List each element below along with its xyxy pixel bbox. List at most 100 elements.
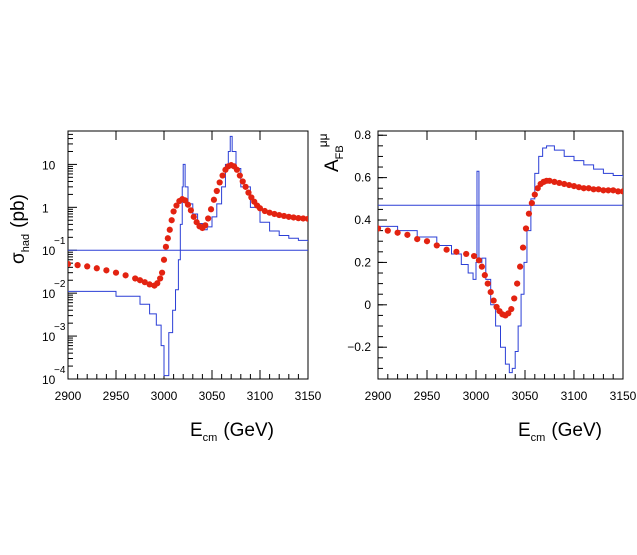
- x-tick-label: 3150: [295, 389, 322, 403]
- data-point: [280, 212, 288, 220]
- x-axis-label-main: E: [190, 420, 203, 441]
- data-point: [600, 187, 607, 194]
- data-point: [74, 262, 81, 269]
- data-point: [519, 244, 527, 251]
- data-point: [590, 186, 597, 193]
- data-point: [546, 177, 553, 184]
- data-point: [146, 281, 153, 288]
- data-point: [551, 178, 558, 185]
- data-point: [525, 210, 533, 217]
- data-point: [285, 213, 292, 220]
- histogram-series: [68, 135, 308, 377]
- data-point: [605, 187, 612, 194]
- data-point: [470, 252, 478, 260]
- data-point: [242, 183, 249, 190]
- data-point: [112, 269, 120, 276]
- data-point: [514, 280, 521, 287]
- y-tick-label: 0: [364, 298, 371, 312]
- x-axis-label-unit: (GeV): [223, 420, 274, 441]
- histogram-series: [378, 145, 623, 374]
- data-point: [463, 250, 470, 258]
- x-axis-label-unit: (GeV): [551, 420, 602, 441]
- data-point: [210, 196, 218, 203]
- data-point: [378, 225, 382, 232]
- x-axis-label: Ecm (GeV): [190, 420, 274, 444]
- data-point: [484, 280, 491, 287]
- data-point: [168, 217, 175, 224]
- y-tick-label: 10: [42, 287, 56, 301]
- data-point: [556, 179, 563, 187]
- x-axis-label-sub: cm: [531, 432, 546, 444]
- data-point: [423, 238, 431, 245]
- data-point: [394, 229, 401, 236]
- data-point: [481, 272, 488, 279]
- y-tick-label: 0.2: [354, 255, 371, 269]
- data-point: [566, 181, 573, 189]
- data-point: [239, 178, 246, 185]
- data-point: [122, 272, 129, 279]
- x-tick-label: 2900: [365, 389, 392, 403]
- data-point: [132, 275, 139, 282]
- data-point: [93, 265, 100, 272]
- y-axis-label-sub: FB: [334, 145, 346, 159]
- data-point: [245, 189, 252, 196]
- data-point: [187, 207, 194, 214]
- data-point: [453, 248, 460, 255]
- y-tick-label: −0.2: [347, 340, 371, 354]
- data-point: [487, 288, 494, 296]
- x-tick-label: 3100: [561, 389, 588, 403]
- data-point: [173, 202, 180, 209]
- y-tick-label: 10: [42, 330, 56, 344]
- data-point: [414, 236, 421, 243]
- data-point: [84, 263, 91, 270]
- data-point: [154, 280, 161, 287]
- x-tick-label: 3100: [247, 389, 274, 403]
- data-point: [266, 209, 273, 216]
- data-point: [561, 180, 568, 188]
- data-point: [219, 172, 226, 179]
- data-point: [190, 213, 197, 220]
- y-tick-label: 0.6: [354, 171, 371, 185]
- y-axis-label-unit: (pb): [8, 194, 29, 228]
- data-point: [213, 187, 220, 195]
- data-point: [136, 277, 144, 284]
- y-axis-label-sup: μμ: [316, 133, 330, 147]
- data-point: [184, 201, 192, 208]
- x-tick-label: 2900: [55, 389, 82, 403]
- x-tick-label: 2950: [414, 389, 441, 403]
- data-point: [575, 184, 583, 191]
- y-tick-label: 1: [42, 201, 49, 215]
- data-point: [170, 208, 177, 215]
- asymmetry-chart: 2900 2950 3000 3050 3100 3150 0.8 0.6 0.4 0.2 0 −0.…: [316, 128, 637, 444]
- data-point: [261, 207, 268, 215]
- data-point: [205, 215, 212, 222]
- plot-frame: [377, 130, 624, 380]
- data-point: [166, 226, 173, 233]
- data-point: [585, 185, 592, 192]
- y-tick-exponent: −4: [54, 365, 66, 376]
- y-axis-label-sub: had: [20, 234, 32, 252]
- x-axis-label: Ecm (GeV): [518, 420, 602, 444]
- data-point: [478, 263, 485, 270]
- data-point: [164, 235, 171, 242]
- data-point: [610, 187, 617, 194]
- data-point: [157, 275, 164, 282]
- plot-frame: [67, 130, 309, 380]
- data-point: [384, 227, 391, 234]
- data-point: [236, 172, 243, 179]
- data-point: [295, 215, 302, 222]
- data-point: [490, 297, 497, 304]
- data-point: [517, 263, 524, 270]
- data-point: [276, 211, 283, 219]
- plot-area: [378, 145, 623, 374]
- data-point: [216, 179, 223, 186]
- data-point: [202, 222, 209, 229]
- data-point: [619, 188, 623, 195]
- data-point: [160, 256, 168, 263]
- data-point: [233, 166, 241, 173]
- data-point: [158, 269, 166, 276]
- data-point: [522, 225, 530, 232]
- data-point: [207, 206, 215, 213]
- x-tick-label: 3150: [610, 389, 637, 403]
